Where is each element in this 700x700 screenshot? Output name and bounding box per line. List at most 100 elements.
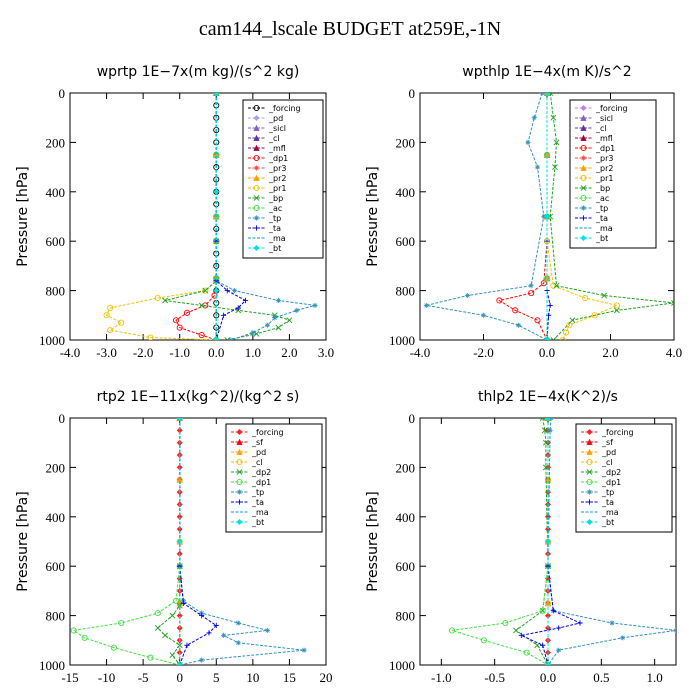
legend-label: _pd (601, 448, 616, 457)
series-marker_pr1 (582, 294, 589, 302)
legend-label: _dp2 (601, 468, 621, 477)
x-tick-label: 10 (246, 670, 259, 685)
x-tick-label: -3.0 (96, 345, 117, 360)
legend-label: _ma (268, 234, 286, 243)
legend: _forcing_sicl_cl_mfl_dp1_pr3_pr2_pr1_bp_… (569, 99, 657, 249)
legend-marker_tp (253, 215, 260, 221)
legend-marker_pr1 (253, 184, 260, 192)
series-group (423, 93, 674, 340)
series-marker_bp (601, 292, 608, 299)
legend-label: _pr3 (268, 164, 286, 173)
series-line_dp1 (451, 418, 549, 665)
series-marker_dp1 (147, 654, 154, 661)
legend-marker_dp1 (253, 154, 260, 162)
series-marker_tp (525, 139, 531, 145)
series-marker_ta (184, 642, 190, 648)
series-marker_dp1 (540, 280, 547, 287)
legend-marker_bp (580, 185, 587, 191)
x-tick-label: 0.0 (539, 345, 555, 360)
series-marker_dp1 (198, 332, 205, 339)
series-marker_pr1 (202, 287, 209, 294)
y-axis-label: Pressure [hPa] (365, 166, 381, 266)
legend-label: _mfl (268, 144, 286, 153)
y-tick-label: 1000 (39, 333, 65, 348)
series-marker_ta (206, 630, 212, 636)
x-tick-label: -4.0 (60, 345, 81, 360)
series-marker_tp (609, 620, 615, 626)
y-tick-label: 0 (59, 86, 66, 101)
legend-marker_forcing (253, 104, 260, 112)
series-marker_dp1 (523, 649, 530, 656)
legend-marker_pr3 (580, 155, 587, 161)
legend-marker_bt (253, 244, 260, 252)
series-marker_tp (312, 302, 318, 309)
legend-marker_pr2 (253, 174, 260, 181)
panel-title: thlp2 1E−4x(K^2)/s (478, 389, 618, 405)
series-marker_ta (221, 312, 227, 318)
y-tick-label: 200 (396, 460, 416, 475)
series-marker_dp2 (169, 612, 176, 619)
y-tick-label: 200 (46, 460, 66, 475)
legend-marker_dp1 (236, 478, 243, 486)
series-marker_bp (198, 302, 205, 309)
legend-marker_pd (253, 114, 260, 122)
series-marker_pr1 (566, 322, 573, 329)
x-tick-label: 1.0 (647, 670, 663, 685)
legend-label: _sf (601, 438, 613, 447)
legend-label: _pr1 (595, 174, 613, 183)
legend-marker_bt (236, 518, 243, 526)
legend-label: _dp1 (251, 478, 271, 487)
series-marker_bt (213, 188, 220, 195)
series-marker_ta (213, 622, 219, 629)
series-marker_ta (180, 600, 186, 606)
series-marker_dp1 (528, 290, 535, 297)
series-marker_bp (547, 93, 554, 96)
legend-label: _cl (251, 458, 263, 467)
series-marker_bt (213, 287, 220, 294)
series-marker_ta (235, 305, 241, 311)
plot-panel-1: wprtp 1E−7x(m kg)/(s^2 kg) Pressure [hPa]… (15, 64, 334, 360)
legend-marker_tp (236, 489, 243, 495)
y-tick-label: 1000 (389, 658, 415, 673)
series-marker_tp (465, 292, 471, 299)
series-marker_tp (228, 337, 234, 340)
legend-marker_cl (236, 458, 243, 466)
legend-marker_bp (253, 195, 260, 201)
series-marker_bp (286, 317, 293, 324)
legend-marker_pd (236, 448, 243, 455)
plot-frame (69, 417, 327, 666)
series-marker_ta (547, 302, 553, 309)
series-line_ta (215, 93, 247, 340)
series-marker_bp (550, 337, 557, 340)
y-tick-label: 400 (46, 510, 66, 525)
legend-label: _pd (268, 114, 283, 123)
series-marker_ta (224, 288, 230, 294)
series-marker_bp (275, 324, 282, 331)
series-marker_pr1 (107, 327, 114, 334)
legend-box (569, 99, 657, 249)
legend-marker_pr1 (580, 174, 587, 182)
series-marker_bt (544, 661, 552, 665)
legend-marker_forcing (236, 428, 243, 436)
x-tick-label: 2.0 (281, 345, 297, 360)
legend-marker_dp2 (586, 469, 593, 475)
legend-label: _mfl (595, 134, 613, 143)
series-marker_dp2 (541, 427, 548, 434)
series-marker_ta (577, 620, 583, 626)
series-marker_dp1 (173, 317, 180, 324)
legend-label: _cl (268, 134, 280, 143)
legend-marker_ta (253, 225, 260, 231)
series-marker_bp (613, 307, 620, 314)
y-tick-label: 400 (396, 510, 416, 525)
legend-label: _ma (251, 508, 269, 517)
series-marker_tp (620, 635, 626, 641)
series-marker_tp (235, 640, 241, 646)
legend-label: _tp (595, 204, 608, 213)
series-marker_ta (518, 632, 524, 638)
legend-box (575, 423, 673, 533)
legend-label: _dp2 (251, 468, 271, 477)
series-marker_pr1 (154, 294, 161, 302)
series-marker_tp (673, 627, 676, 634)
y-tick-label: 0 (59, 411, 66, 426)
series-marker_dp1 (81, 634, 88, 641)
